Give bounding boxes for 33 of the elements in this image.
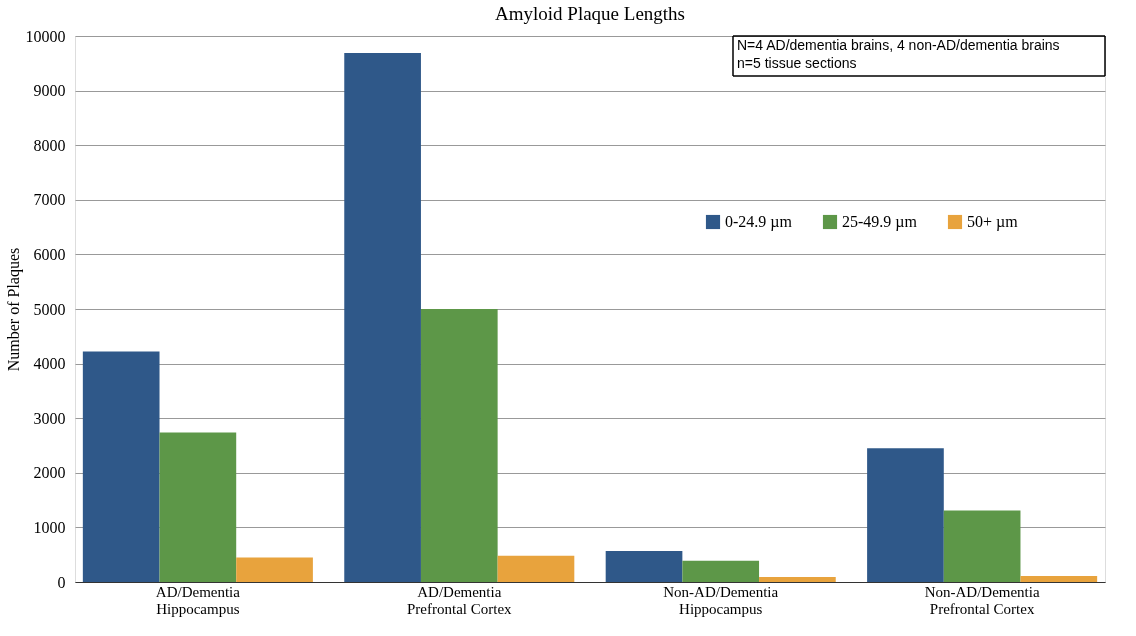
y-tick-label: 0 (57, 573, 66, 591)
bar (344, 52, 421, 582)
y-tick-label: 4000 (33, 355, 66, 373)
y-tick-label: 6000 (33, 245, 66, 263)
y-tick-label: 9000 (33, 82, 66, 100)
legend-label: 0-24.9 µm (725, 213, 793, 231)
x-tick-label: AD/Dementia Prefrontal Cortex (407, 583, 513, 617)
x-tick-label: AD/Dementia Hippocampus (155, 583, 241, 617)
bar (867, 448, 944, 582)
bar (497, 555, 575, 582)
y-tick-label: 5000 (33, 300, 66, 318)
y-tick-label: 10000 (25, 27, 66, 45)
bar (1020, 575, 1098, 582)
y-tick-label: 8000 (33, 136, 66, 154)
x-tick-label: Non-AD/Dementia Hippocampus (663, 583, 779, 617)
y-tick-label: 7000 (33, 191, 66, 209)
bar (82, 351, 160, 582)
bar (605, 550, 683, 582)
x-tick-label: Non-AD/Dementia Prefrontal Cortex (924, 583, 1040, 617)
legend-label: 50+ µm (967, 213, 1019, 231)
y-axis-title: Number of Plaques (4, 247, 23, 372)
bar (159, 432, 237, 582)
bar (759, 577, 836, 582)
bar (943, 510, 1021, 582)
legend-label: 25-49.9 µm (842, 213, 918, 231)
annotation: N=4 AD/dementia brains, 4 non-AD/dementia brains n=5 tissue sections (737, 37, 1060, 71)
bar (236, 557, 313, 582)
chart-title: Amyloid Plaque Lengths (495, 3, 685, 24)
bar (420, 309, 498, 582)
y-tick-label: 3000 (33, 409, 66, 427)
y-tick-label: 1000 (33, 518, 66, 536)
bar (682, 560, 760, 582)
y-tick-label: 2000 (33, 464, 66, 482)
